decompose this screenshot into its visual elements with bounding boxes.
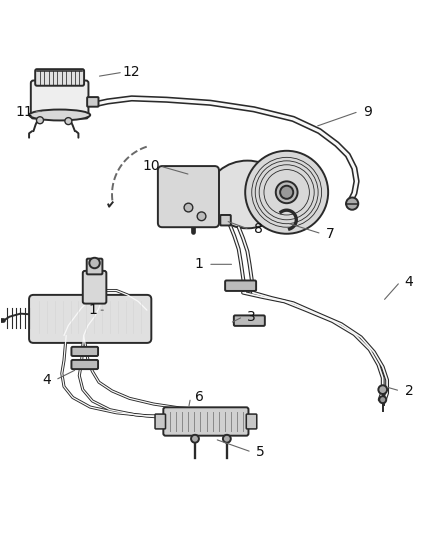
FancyBboxPatch shape	[71, 360, 98, 369]
FancyBboxPatch shape	[163, 407, 248, 435]
FancyBboxPatch shape	[158, 166, 219, 227]
Circle shape	[184, 203, 193, 212]
Circle shape	[197, 212, 206, 221]
Text: 8: 8	[254, 222, 263, 237]
Text: 12: 12	[123, 65, 141, 79]
FancyBboxPatch shape	[234, 316, 265, 326]
FancyBboxPatch shape	[220, 215, 231, 225]
Text: 5: 5	[256, 445, 265, 459]
FancyBboxPatch shape	[29, 295, 151, 343]
Ellipse shape	[29, 110, 90, 120]
Text: 1: 1	[195, 257, 204, 271]
Text: 2: 2	[405, 384, 413, 398]
Circle shape	[245, 151, 328, 234]
Ellipse shape	[208, 160, 287, 228]
FancyBboxPatch shape	[87, 259, 102, 274]
FancyBboxPatch shape	[31, 80, 88, 118]
FancyBboxPatch shape	[83, 271, 106, 304]
FancyBboxPatch shape	[71, 347, 98, 356]
Circle shape	[280, 185, 293, 199]
Text: 3: 3	[247, 310, 256, 324]
Text: 10: 10	[142, 159, 160, 173]
FancyBboxPatch shape	[35, 69, 84, 86]
Circle shape	[223, 435, 231, 443]
Circle shape	[191, 435, 199, 443]
FancyBboxPatch shape	[155, 414, 166, 429]
Text: 11: 11	[16, 104, 34, 118]
Circle shape	[346, 198, 358, 210]
Text: 4: 4	[42, 373, 51, 387]
Circle shape	[276, 181, 297, 203]
Text: 7: 7	[326, 227, 335, 241]
Circle shape	[89, 258, 100, 268]
Text: 6: 6	[195, 391, 204, 405]
FancyBboxPatch shape	[225, 280, 256, 291]
FancyBboxPatch shape	[87, 97, 99, 107]
Circle shape	[65, 118, 72, 125]
Circle shape	[378, 385, 387, 394]
Circle shape	[379, 396, 386, 403]
Circle shape	[36, 117, 43, 124]
Text: 4: 4	[405, 275, 413, 289]
Text: 9: 9	[363, 104, 372, 118]
FancyBboxPatch shape	[246, 414, 257, 429]
Text: 1: 1	[88, 303, 97, 317]
